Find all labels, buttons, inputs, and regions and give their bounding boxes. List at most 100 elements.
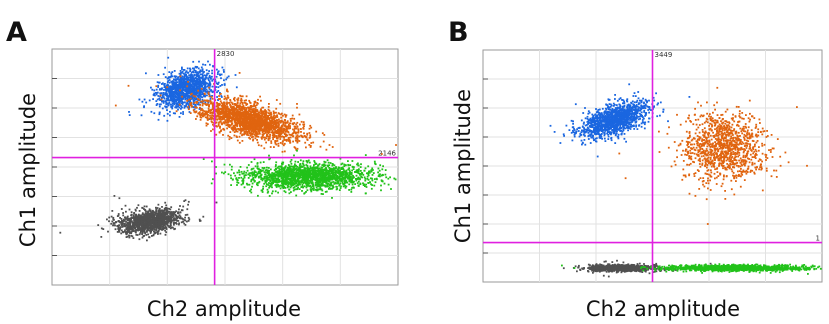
droplet-point bbox=[327, 175, 330, 178]
droplet-point bbox=[287, 175, 290, 178]
droplet-point bbox=[345, 175, 348, 178]
droplet-point bbox=[281, 143, 284, 145]
droplet-point bbox=[162, 100, 164, 102]
droplet-point bbox=[186, 75, 188, 78]
droplet-point bbox=[201, 104, 204, 107]
droplet-point bbox=[246, 131, 249, 133]
droplet-point bbox=[181, 95, 183, 98]
droplet-point bbox=[336, 179, 338, 182]
droplet-point bbox=[289, 179, 291, 182]
droplet-point bbox=[257, 167, 260, 170]
droplet-point bbox=[211, 79, 214, 82]
droplet-point bbox=[251, 108, 254, 111]
droplet-point bbox=[161, 100, 163, 103]
droplet-point bbox=[266, 129, 268, 132]
droplet-point bbox=[283, 137, 286, 139]
droplet-point bbox=[282, 136, 285, 138]
droplet-point bbox=[281, 141, 284, 143]
droplet-point bbox=[322, 169, 324, 172]
droplet-point bbox=[315, 186, 318, 189]
droplet-point bbox=[248, 136, 250, 139]
droplet-point bbox=[294, 160, 297, 163]
droplet-point bbox=[187, 105, 190, 108]
droplet-point bbox=[260, 144, 263, 147]
droplet-point bbox=[265, 116, 268, 119]
droplet-point bbox=[266, 179, 268, 182]
droplet-point bbox=[279, 187, 282, 190]
droplet-point bbox=[168, 79, 171, 81]
droplet-point bbox=[372, 169, 374, 171]
droplet-point bbox=[279, 135, 282, 138]
droplet-point bbox=[217, 114, 220, 117]
droplet-point bbox=[188, 86, 190, 89]
droplet-point bbox=[381, 173, 384, 176]
droplet-point bbox=[217, 110, 220, 113]
droplet-point bbox=[232, 107, 235, 110]
droplet-point bbox=[259, 117, 261, 119]
droplet-point bbox=[243, 115, 246, 118]
droplet-point bbox=[322, 173, 325, 176]
droplet-point bbox=[331, 146, 334, 148]
droplet-point bbox=[357, 162, 359, 165]
droplet-point bbox=[251, 123, 254, 126]
droplet-point bbox=[289, 125, 291, 128]
droplet-point bbox=[226, 127, 228, 130]
droplet-point bbox=[337, 176, 340, 179]
droplet-point bbox=[238, 177, 240, 179]
droplet-point bbox=[275, 132, 278, 135]
droplet-point bbox=[230, 120, 233, 123]
droplet-point bbox=[312, 183, 315, 186]
droplet-point bbox=[279, 134, 282, 137]
droplet-point bbox=[309, 134, 312, 137]
droplet-point bbox=[195, 93, 198, 96]
droplet-point bbox=[301, 185, 304, 188]
droplet-point bbox=[229, 111, 231, 114]
droplet-point bbox=[261, 135, 264, 138]
droplet-point bbox=[298, 135, 301, 138]
droplet-point bbox=[220, 122, 223, 125]
droplet-point bbox=[210, 118, 213, 121]
droplet-point bbox=[262, 113, 264, 115]
droplet-point bbox=[223, 122, 226, 125]
droplet-point bbox=[198, 86, 201, 89]
droplet-point bbox=[256, 162, 259, 164]
droplet-point bbox=[254, 124, 257, 127]
droplet-point bbox=[324, 191, 327, 193]
droplet-point bbox=[227, 96, 230, 99]
droplet-point bbox=[245, 112, 247, 114]
droplet-point bbox=[240, 130, 242, 133]
droplet-point bbox=[370, 169, 373, 171]
droplet-point bbox=[182, 69, 185, 71]
panel-a-xlabel: Ch2 amplitude bbox=[147, 297, 301, 321]
droplet-point bbox=[206, 115, 209, 118]
droplet-point bbox=[263, 132, 265, 135]
droplet-point bbox=[377, 171, 379, 174]
droplet-point bbox=[284, 124, 287, 127]
droplet-point bbox=[324, 184, 327, 187]
droplet-point bbox=[296, 134, 299, 137]
droplet-point bbox=[239, 114, 242, 117]
droplet-point bbox=[199, 85, 202, 88]
droplet-point bbox=[265, 111, 268, 114]
droplet-point bbox=[360, 176, 362, 178]
droplet-point bbox=[179, 93, 181, 96]
droplet-point bbox=[211, 117, 213, 119]
droplet-point bbox=[351, 186, 353, 189]
droplet-point bbox=[263, 147, 266, 150]
droplet-point bbox=[197, 95, 200, 98]
droplet-point bbox=[255, 127, 258, 130]
droplet-point bbox=[280, 125, 283, 128]
droplet-point bbox=[278, 123, 280, 126]
droplet-point bbox=[251, 136, 253, 139]
droplet-point bbox=[307, 159, 310, 162]
droplet-point bbox=[235, 128, 238, 131]
droplet-point bbox=[210, 182, 213, 185]
droplet-point bbox=[259, 169, 262, 171]
droplet-point bbox=[364, 154, 367, 156]
droplet-point bbox=[237, 104, 240, 107]
droplet-point bbox=[272, 178, 275, 181]
droplet-point bbox=[155, 93, 158, 96]
droplet-point bbox=[272, 110, 275, 113]
droplet-point bbox=[189, 112, 192, 114]
droplet-point bbox=[263, 171, 266, 174]
